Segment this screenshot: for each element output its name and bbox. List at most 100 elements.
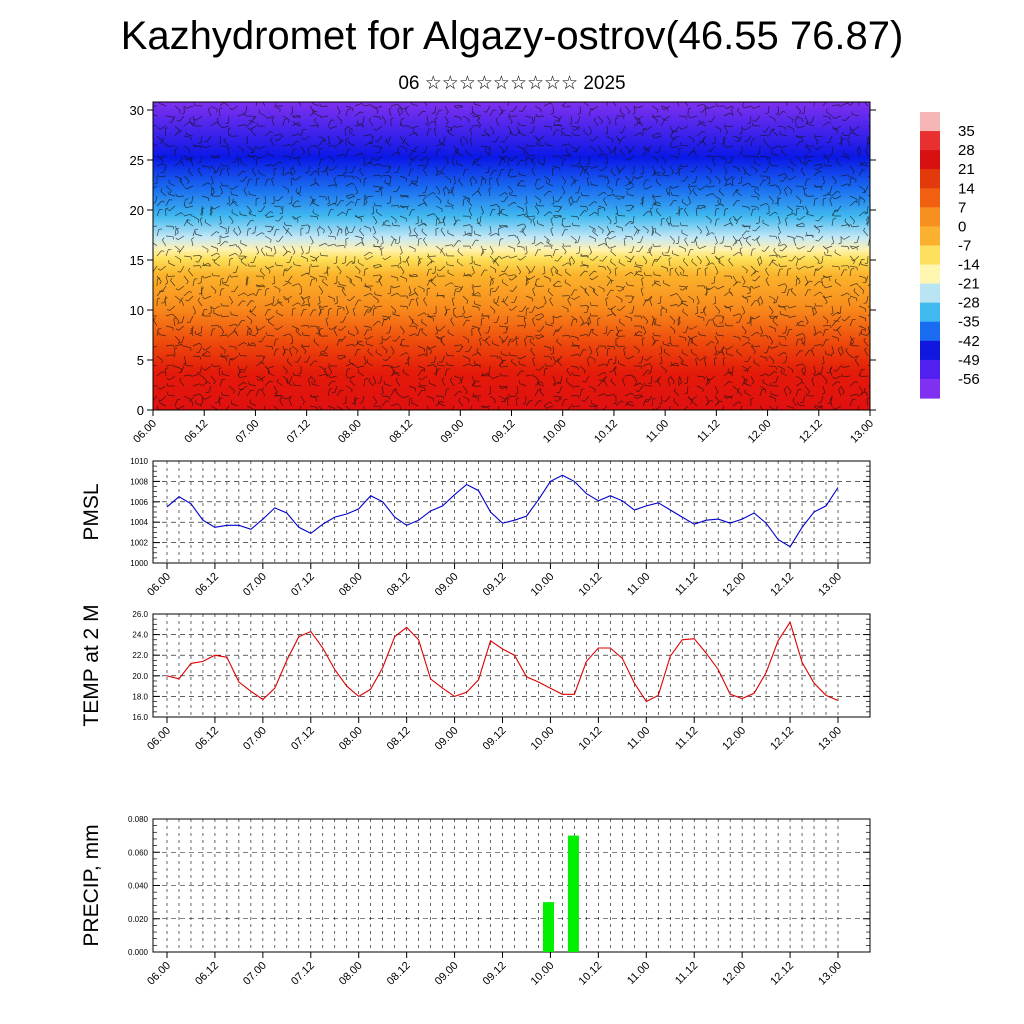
wind-barb-flag	[631, 236, 633, 240]
wind-barb-flag	[583, 370, 586, 374]
wind-barb-flag	[186, 219, 189, 223]
wind-barb-flag	[190, 327, 194, 330]
wind-barb	[312, 212, 320, 217]
wind-barb	[821, 279, 824, 287]
wind-barb-flag	[298, 283, 301, 287]
wind-barb-flag	[712, 156, 715, 160]
wind-barb	[394, 390, 401, 397]
wind-barb-flag	[345, 137, 350, 140]
wind-barb-flag	[492, 141, 496, 143]
wind-barb-flag	[607, 236, 611, 240]
wind-barb-flag	[685, 116, 688, 120]
wind-barb-flag	[855, 381, 859, 384]
wind-barb-flag	[418, 378, 422, 381]
wind-barb-flag	[231, 290, 235, 293]
wind-barb	[273, 349, 277, 357]
wind-barb-flag	[663, 171, 666, 175]
wind-barb	[856, 149, 860, 157]
wind-barb-flag	[670, 192, 673, 196]
wind-barb-flag	[532, 357, 536, 360]
wind-barb	[696, 315, 704, 319]
wind-barb-flag	[767, 182, 771, 185]
wind-barb-flag	[427, 157, 431, 160]
wind-barb	[669, 215, 671, 224]
wind-barb-flag	[328, 126, 331, 129]
wind-barb-flag	[589, 277, 593, 281]
wind-barb	[183, 255, 191, 258]
wind-barb-flag	[265, 366, 268, 369]
wind-barb	[291, 283, 299, 287]
wind-barb	[754, 191, 761, 197]
wind-barb	[438, 402, 446, 407]
wind-barb	[250, 130, 257, 137]
wind-barb	[849, 255, 856, 262]
wind-barb	[705, 379, 709, 387]
wind-barb	[341, 335, 347, 342]
wind-barb-flag	[613, 222, 617, 225]
wind-barb	[795, 235, 803, 238]
wind-barb	[723, 381, 730, 387]
wind-barb	[682, 285, 689, 291]
wind-barb	[286, 265, 293, 272]
wind-barb-flag	[706, 232, 710, 235]
wind-barb	[654, 274, 662, 277]
wind-barb	[263, 405, 266, 410]
wind-barb-flag	[714, 352, 717, 355]
wind-barb	[795, 185, 804, 188]
wind-barb-flag	[470, 127, 473, 130]
wind-barb-flag	[402, 369, 405, 373]
wind-barb-flag	[805, 193, 808, 197]
wind-barb	[278, 235, 284, 242]
wind-barb	[601, 375, 608, 382]
wind-barb	[843, 152, 851, 157]
wind-barb-flag	[679, 382, 682, 385]
wind-barb-flag	[265, 252, 268, 256]
wind-barb	[372, 174, 380, 177]
wind-barb	[534, 205, 540, 212]
wind-barb-flag	[256, 252, 260, 255]
wind-barb	[277, 381, 284, 387]
wind-barb-flag	[368, 117, 371, 121]
wind-barb-flag	[724, 305, 727, 309]
wind-barb-flag	[170, 277, 173, 281]
wind-barb	[651, 132, 659, 137]
wind-barb	[786, 185, 793, 192]
wind-barb	[728, 290, 734, 297]
wind-barb-flag	[539, 200, 541, 204]
wind-barb-flag	[279, 289, 281, 293]
wind-barb	[366, 335, 374, 340]
wind-barb-flag	[289, 347, 292, 350]
wind-barb	[456, 315, 464, 318]
wind-barb-flag	[652, 243, 655, 247]
wind-barb	[376, 211, 383, 217]
wind-barb	[297, 159, 302, 167]
wind-barb-flag	[772, 128, 775, 132]
wind-barb-flag	[289, 144, 292, 147]
wind-barb	[489, 255, 495, 262]
wind-barb	[802, 395, 806, 403]
wind-barb	[327, 235, 336, 238]
wind-barb-flag	[352, 307, 356, 310]
wind-barb	[795, 115, 803, 120]
wind-barb	[174, 344, 182, 347]
wind-barb	[168, 262, 176, 267]
wind-barb-flag	[355, 364, 358, 368]
wind-barb	[786, 269, 789, 277]
wind-barb	[849, 195, 857, 200]
wind-barb	[504, 295, 509, 303]
wind-barb	[610, 251, 617, 257]
wind-barb	[746, 135, 752, 142]
wind-barb	[678, 375, 682, 383]
wind-barb	[191, 239, 194, 247]
wind-barb	[753, 362, 761, 367]
wind-barb-flag	[760, 332, 763, 335]
wind-barb	[408, 159, 413, 167]
wind-barb-flag	[610, 248, 613, 252]
wind-barb	[741, 102, 745, 107]
wind-barb	[198, 345, 203, 353]
wind-barb	[597, 191, 604, 197]
wind-barb-flag	[165, 367, 169, 370]
wind-barb	[393, 372, 401, 377]
wind-barb	[279, 399, 284, 407]
wind-barb	[552, 123, 560, 127]
